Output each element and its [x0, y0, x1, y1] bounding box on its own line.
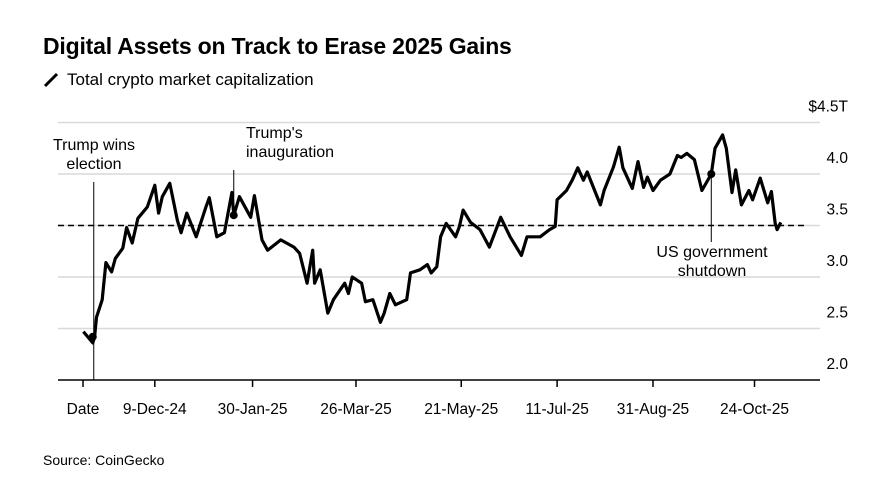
legend-label: Total crypto market capitalization	[67, 70, 314, 89]
series-line	[82, 133, 783, 345]
chart-title: Digital Assets on Track to Erase 2025 Ga…	[43, 33, 512, 59]
x-axis-header-label: Date	[67, 401, 100, 418]
y-tick-label: $4.5T	[808, 99, 848, 116]
x-tick-label: 30-Jan-25	[218, 401, 288, 418]
y-tick-label: 3.5	[826, 202, 848, 219]
annotation-label: Trump wins	[53, 137, 135, 154]
source-note: Source: CoinGecko	[43, 452, 165, 468]
x-tick-label: 9-Dec-24	[123, 401, 187, 418]
x-tick-label: 31-Aug-25	[617, 401, 689, 418]
slash-line-icon	[43, 72, 59, 88]
legend: Total crypto market capitalization	[43, 70, 314, 90]
y-tick-label: 4.0	[826, 150, 848, 167]
annotation-label: election	[66, 156, 121, 173]
annotation-label: US government	[656, 244, 768, 261]
annotation-dot	[707, 170, 716, 178]
y-tick-label: 2.0	[826, 356, 848, 373]
annotation-label: shutdown	[678, 263, 747, 280]
annotation-dot	[229, 211, 238, 220]
y-tick-label: 2.5	[826, 305, 848, 322]
x-tick-label: 11-Jul-25	[525, 401, 588, 418]
y-tick-label: 3.0	[826, 253, 848, 270]
annotation-dot	[88, 332, 97, 341]
annotation-label: Trump's	[246, 125, 303, 142]
x-tick-label: 21-May-25	[424, 401, 498, 418]
x-tick-label: 24-Oct-25	[720, 401, 789, 418]
x-tick-label: 26-Mar-25	[320, 401, 392, 418]
annotation-label: inauguration	[246, 144, 334, 161]
